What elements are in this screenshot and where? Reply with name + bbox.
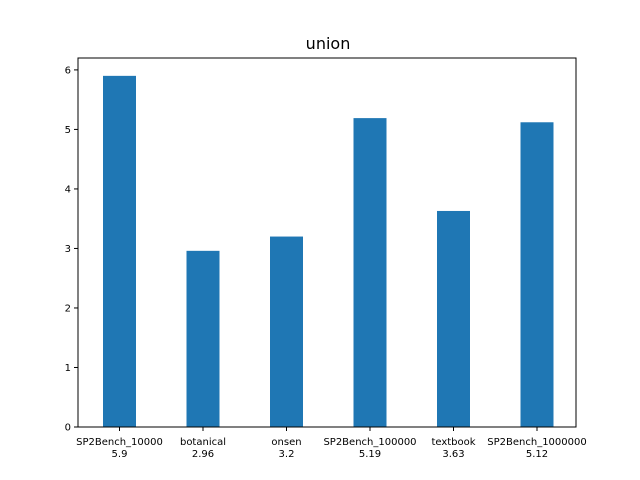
x-value-label-4: 3.63 — [442, 449, 464, 460]
x-tick-label-0: SP2Bench_10000 — [76, 437, 163, 448]
bar-1 — [186, 250, 220, 427]
y-tick-label-4: 4 — [65, 184, 71, 195]
x-tick-label-5: SP2Bench_1000000 — [487, 437, 586, 448]
x-tick-label-4: textbook — [431, 437, 475, 448]
y-tick-label-2: 2 — [65, 303, 71, 314]
bar-4 — [437, 210, 470, 427]
y-tick-label-3: 3 — [65, 244, 71, 255]
bar-0 — [103, 75, 136, 428]
bar-3 — [353, 118, 387, 427]
y-tick-label-6: 6 — [65, 65, 71, 76]
x-value-label-5: 5.12 — [526, 449, 548, 460]
bar-5 — [520, 122, 554, 428]
bars-group — [103, 75, 554, 428]
x-value-label-2: 3.2 — [279, 449, 295, 460]
y-tick-label-5: 5 — [65, 125, 71, 136]
y-tick-label-1: 1 — [65, 363, 71, 374]
chart-title: union — [306, 34, 351, 53]
x-value-label-0: 5.9 — [112, 449, 128, 460]
x-tick-label-3: SP2Bench_100000 — [323, 437, 416, 448]
y-tick-label-0: 0 — [65, 423, 71, 434]
x-value-label-3: 5.19 — [359, 449, 381, 460]
x-value-label-1: 2.96 — [192, 449, 214, 460]
x-tick-label-1: botanical — [180, 437, 226, 448]
y-axis: 0 1 2 3 4 5 6 — [65, 65, 78, 434]
plot-frame — [77, 57, 577, 428]
bar-2 — [270, 236, 303, 427]
x-tick-label-2: onsen — [271, 437, 301, 448]
